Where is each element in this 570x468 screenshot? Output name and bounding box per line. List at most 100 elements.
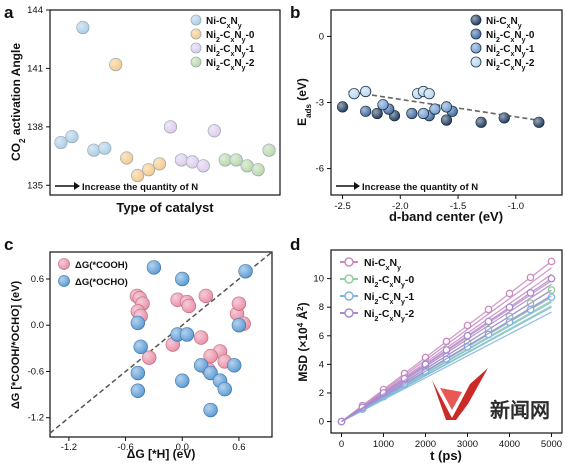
- panel-d-point-3-9: [526, 289, 535, 297]
- panel-b-point-3-4-shine: [423, 88, 435, 99]
- panel-c-point-1-6-shine: [180, 327, 194, 342]
- panel-d-line-3-3: [341, 295, 552, 423]
- panel-d-ytick-label-4: 8: [319, 302, 324, 313]
- panel-c-point-1-3-shine: [131, 316, 145, 330]
- panel-a-point-1-3-shine: [142, 163, 155, 176]
- panel-a-plot: 135 138 141 144 Ni-CxNyNi2-CxNy-0Ni2-CxNy-1N…: [27, 5, 276, 191]
- panel-d-line-0-1: [341, 267, 552, 423]
- panel-c-point-1-15-shine: [217, 382, 232, 397]
- panel-d-point-3-7: [484, 317, 493, 326]
- panel-d-point-3-8: [505, 303, 514, 312]
- panel-c-point-1-2-shine: [238, 264, 253, 279]
- panel-d-ytick-label-5: 10: [313, 274, 324, 285]
- panel-a-legend-marker-0-shine: [191, 15, 201, 25]
- panel-c-point-1-12-shine: [203, 366, 218, 380]
- panel-b-point-0-6-shine: [533, 117, 545, 128]
- panel-a-legend-marker-1-shine: [191, 29, 201, 39]
- panel-a-arrow-label: Increase the quantity of N: [82, 182, 198, 193]
- panel-b-xtick-label-1: -2.0: [392, 201, 408, 212]
- panel-d-ytick-label-1: 2: [319, 388, 324, 399]
- panel-d-xtick-label-3: 3000: [457, 439, 478, 450]
- panel-a-point-1-2-shine: [131, 169, 144, 182]
- panel-label-c: c: [4, 235, 13, 254]
- panel-a-legend-label-0: Ni-CxNy: [206, 16, 242, 30]
- panel-d-xtick-label-2: 2000: [415, 439, 436, 450]
- panel-c-ytick-label-2: 0.0: [31, 320, 44, 331]
- panel-a-legend-label-1: Ni2-CxNy-0: [206, 30, 255, 44]
- panel-a-point-1-0-shine: [109, 58, 122, 71]
- panel-a-legend-marker-3-shine: [191, 57, 201, 67]
- panel-b-point-0-4-shine: [475, 117, 487, 128]
- panel-b-legend-marker-3-shine: [471, 57, 481, 67]
- panel-b-ytick-label-2: 0: [319, 31, 324, 42]
- panel-c-xtick-label-2: 0.0: [176, 442, 189, 453]
- panel-a-point-0-3-shine: [87, 144, 101, 157]
- panel-d-legend-label-3: Ni2-CxNy-2: [364, 308, 414, 323]
- panel-d-line-2-3: [341, 311, 552, 423]
- panel-c-point-1-7-shine: [175, 373, 190, 388]
- panel-b-legend-label-3: Ni2-CxNy-2: [486, 58, 535, 72]
- panel-a-ytick-label-0: 135: [27, 180, 43, 191]
- panel-c-plot: -1.2 -0.6 0.0 0.6 -1.2 -0.6 0.0 0.6 ΔG(*COOH) ΔG(…: [28, 251, 273, 453]
- panel-a-point-0-0-shine: [54, 136, 68, 149]
- panel-d-xtick-label-0: 0: [339, 439, 344, 450]
- panel-a-ytick-label-3: 144: [27, 5, 43, 16]
- panel-c-ytick-label-3: 0.6: [31, 274, 44, 285]
- panel-c-xtick-label-3: 0.6: [232, 442, 245, 453]
- panel-label-a: a: [4, 3, 14, 22]
- panel-b-xtick-label-0: -2.5: [334, 201, 350, 212]
- panel-a-point-0-4-shine: [98, 142, 111, 155]
- panel-b-point-2-3-shine: [441, 101, 452, 113]
- panel-b-legend-marker-1-shine: [471, 29, 481, 39]
- panel-c-point-1-8-shine: [232, 318, 246, 333]
- panel-b-xlabel: d-band center (eV): [389, 209, 503, 224]
- panel-b-legend-label-2: Ni2-CxNy-1: [486, 44, 535, 58]
- panel-a-frame: [49, 9, 281, 196]
- panel-d-point-0-9: [526, 273, 535, 282]
- panel-d-ytick-label-3: 6: [319, 331, 324, 342]
- panel-d-line-2-1: [341, 301, 552, 423]
- panel-b-point-0-0-shine: [337, 101, 348, 113]
- panel-c-point-1-4-shine: [133, 340, 148, 354]
- panel-d-ylabel: MSD (×104 Å2): [295, 302, 310, 381]
- panel-d-line-3-2: [341, 289, 552, 423]
- panel-a-point-3-4-shine: [262, 144, 276, 157]
- panel-a-point-3-2-shine: [240, 159, 254, 172]
- panel-a-ytick-label-2: 141: [27, 63, 43, 74]
- panel-b-ylabel: Eads (eV): [295, 78, 313, 126]
- panel-b-point-1-2-shine: [406, 108, 418, 119]
- panel-a-point-3-1-shine: [229, 153, 243, 167]
- panel-a-point-1-4-shine: [153, 157, 166, 171]
- panel-d-plot: 0 1000 2000 3000 4000 5000 0 2 4 6 8 10 Ni-CxNy Ni2-C…: [313, 257, 562, 450]
- panel-c-point-1-9-shine: [131, 366, 145, 380]
- panel-a-point-2-3-shine: [197, 159, 210, 172]
- panel-a-point-2-4-shine: [208, 124, 221, 137]
- panel-c-ytick-label-1: -0.6: [28, 366, 44, 377]
- panel-c-legend-label-1: ΔG(*OCHO): [75, 277, 128, 288]
- panel-c-legend-label-0: ΔG(*COOH): [75, 260, 128, 271]
- panel-c-point-0-8-shine: [182, 299, 196, 313]
- panel-d-point-0-7: [484, 305, 493, 314]
- panel-d-frame: [330, 249, 563, 434]
- panel-d-xlabel: t (ps): [430, 448, 462, 463]
- panel-b-legend-label-0: Ni-CxNy: [486, 16, 522, 30]
- panel-a-ytick-label-1: 138: [27, 122, 43, 133]
- panel-c-point-1-16-shine: [203, 403, 218, 417]
- panel-a-point-2-2-shine: [186, 155, 199, 169]
- panel-d-legend-marker-0: [344, 257, 354, 267]
- panel-d-legend-marker-3: [344, 308, 354, 318]
- panel-d-legend-marker-2: [344, 291, 354, 301]
- panel-d-xtick-label-1: 1000: [373, 439, 394, 450]
- panel-c-legend-marker-1-shine: [58, 275, 70, 287]
- panel-c-point-1-14-shine: [227, 358, 242, 373]
- panel-b-plot: -2.5 -2.0 -1.5 -1.0-6-30Ni-CxNyNi2-CxNy-0Ni…: [316, 14, 545, 212]
- panel-a-xlabel: Type of catalyst: [116, 200, 214, 215]
- panel-d-xtick-label-4: 4000: [499, 439, 520, 450]
- panel-c-frame: [49, 251, 273, 438]
- panel-c-point-1-0-shine: [147, 260, 161, 275]
- panel-c-point-0-18-shine: [232, 296, 246, 311]
- watermark-text: 新闻网: [490, 398, 550, 422]
- panel-a-ylabel: CO2 activation Angle: [9, 43, 27, 161]
- panel-c-point-0-9-shine: [142, 350, 156, 365]
